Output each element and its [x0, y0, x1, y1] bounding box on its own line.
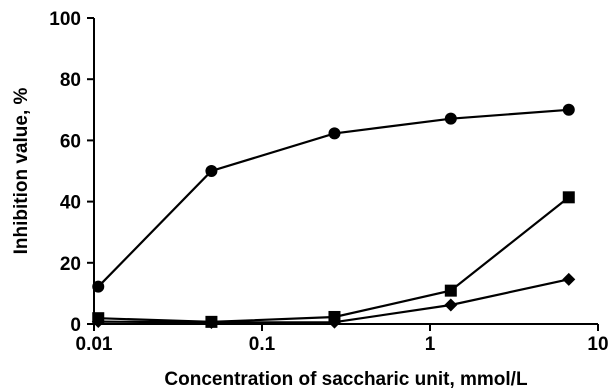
data-point-square	[444, 284, 457, 297]
axes	[93, 18, 598, 325]
x-tick-label: 10	[587, 334, 608, 355]
x-ticks: 0.01 0.1 1 10	[76, 324, 609, 355]
y-axis-title: Inhibition value, %	[11, 88, 32, 255]
data-point-diamond	[204, 315, 218, 329]
y-ticks: 0 20 40 60 80 100	[49, 9, 94, 336]
x-tick-label: 1	[425, 334, 436, 355]
x-axis-title: Concentration of saccharic unit, mmol/L	[164, 369, 528, 388]
data-point-diamond	[91, 315, 105, 329]
y-tick-label: 60	[60, 131, 81, 152]
series-circle	[92, 103, 575, 293]
data-point-circle	[205, 165, 218, 177]
x-tick-label: 0.1	[249, 334, 276, 355]
data-point-circle	[92, 280, 105, 293]
data-point-square	[562, 191, 575, 204]
y-tick-label: 0	[70, 315, 81, 336]
x-tick-label: 0.01	[76, 334, 113, 355]
y-tick-label: 20	[60, 254, 81, 275]
series-square	[92, 191, 575, 328]
data-point-circle	[444, 112, 457, 125]
data-point-diamond	[327, 315, 341, 329]
y-tick-label: 100	[49, 9, 81, 30]
data-point-circle	[562, 103, 575, 116]
series-diamond	[91, 272, 576, 329]
data-point-circle	[328, 127, 341, 140]
series-group	[91, 103, 576, 329]
y-tick-label: 40	[60, 193, 81, 214]
data-point-diamond	[444, 298, 458, 312]
y-tick-label: 80	[60, 70, 81, 91]
data-point-diamond	[562, 272, 576, 286]
